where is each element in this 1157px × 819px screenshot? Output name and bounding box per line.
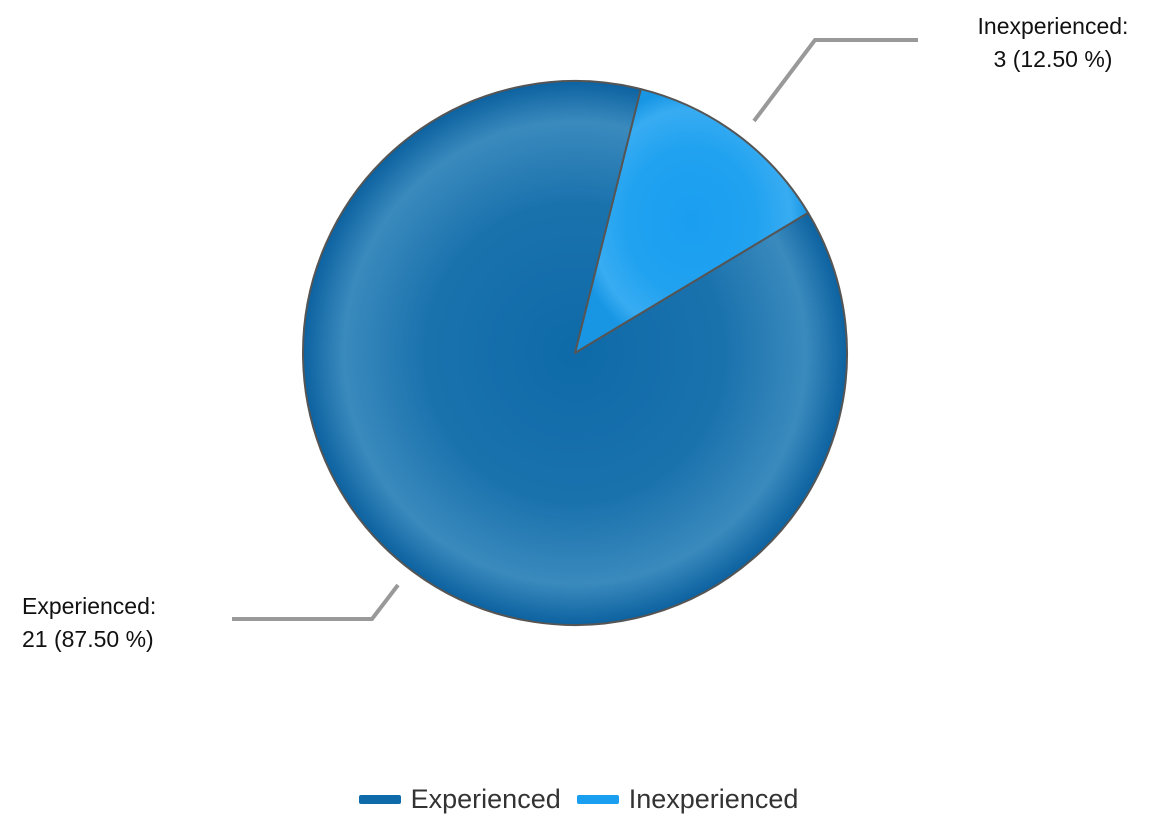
data-labels: Inexperienced: 3 (12.50 %) Experienced: …: [22, 13, 1128, 652]
legend-label-inexperienced: Inexperienced: [628, 784, 799, 814]
leader-line-experienced: [232, 583, 400, 621]
pie-slices: [302, 80, 848, 626]
label-experienced-name: Experienced:: [22, 593, 156, 619]
pie-slice-experienced[interactable]: [302, 80, 848, 626]
pie-slice-inexperienced[interactable]: [574, 88, 810, 354]
legend-label-experienced: Experienced: [410, 784, 561, 814]
label-inexperienced-value: 3 (12.50 %): [994, 46, 1113, 72]
legend-item-experienced[interactable]: Experienced: [358, 784, 561, 815]
pie-chart: Inexperienced: 3 (12.50 %) Experienced: …: [22, 13, 1128, 652]
label-inexperienced-name: Inexperienced:: [978, 13, 1129, 39]
leader-lines: [232, 38, 918, 621]
label-experienced-value: 21 (87.50 %): [22, 626, 154, 652]
leader-line-inexperienced: [752, 38, 918, 123]
legend-item-inexperienced[interactable]: Inexperienced: [576, 784, 799, 815]
legend: Experienced Inexperienced: [0, 784, 1157, 815]
legend-swatch-experienced: [358, 795, 401, 804]
legend-swatch-inexperienced: [576, 795, 619, 804]
